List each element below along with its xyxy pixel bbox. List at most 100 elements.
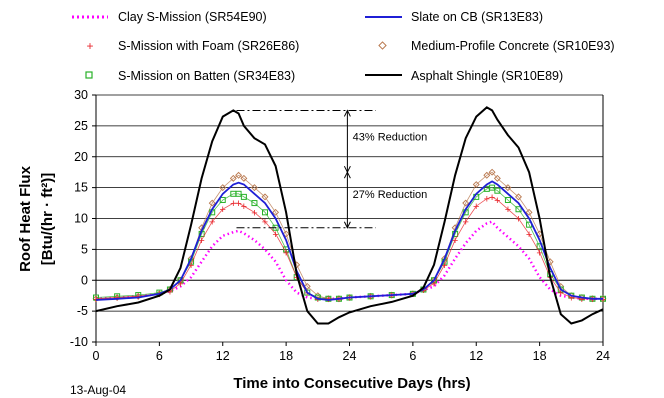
y-tick-label: 5 — [81, 242, 88, 256]
series-point — [240, 193, 247, 200]
x-tick-label: 6 — [409, 349, 416, 363]
series-point: + — [293, 272, 299, 284]
series-point — [250, 184, 258, 192]
series-point — [494, 187, 501, 194]
series-point — [367, 292, 375, 300]
arrow-head — [343, 221, 351, 229]
series-point — [515, 193, 522, 201]
y-tick-label: 15 — [74, 181, 88, 195]
series-point: + — [389, 290, 395, 302]
series-point — [504, 196, 511, 203]
series-point: + — [484, 194, 490, 206]
series-point: + — [230, 198, 236, 210]
series-point — [304, 289, 311, 296]
legend-entry-s-mission-batten: S-Mission on Batten (SR34E83) — [85, 69, 295, 83]
series-point — [93, 294, 99, 301]
x-tick-label: 0 — [93, 349, 100, 363]
legend-label: Medium-Profile Concrete (SR10E93) — [411, 39, 615, 53]
legend-label: S-Mission with Foam (SR26E86) — [118, 39, 299, 53]
series-point: + — [515, 214, 521, 226]
series-point: + — [367, 291, 373, 303]
series-point: + — [494, 195, 500, 207]
series-point: + — [505, 204, 511, 216]
series-point: + — [177, 278, 183, 290]
legend-entry-slate-on-cb: Slate on CB (SR13E83) — [365, 10, 543, 24]
series-point — [219, 184, 227, 192]
y-tick-label: 10 — [74, 212, 88, 226]
series-point: + — [167, 286, 173, 298]
series-point — [229, 174, 237, 182]
series-point — [272, 208, 280, 216]
series-point — [462, 199, 470, 207]
series-point — [235, 171, 243, 179]
legend-entry-clay-s-mission: Clay S-Mission (SR54E90) — [72, 10, 267, 24]
series-point — [240, 174, 248, 182]
series-point — [504, 184, 512, 192]
y-tick-label: 20 — [74, 150, 88, 164]
series-point: + — [209, 217, 215, 229]
series-point: + — [241, 201, 247, 213]
series-point: + — [568, 293, 574, 305]
series-point — [525, 208, 533, 216]
series-point — [493, 174, 501, 182]
series-point — [599, 295, 607, 303]
series-point: + — [526, 229, 532, 241]
series-point — [346, 294, 353, 302]
x-tick-label: 24 — [596, 349, 610, 363]
x-tick-label: 12 — [469, 349, 483, 363]
series-point: + — [473, 201, 479, 213]
series-point: + — [536, 247, 542, 259]
legend-label: S-Mission on Batten (SR34E83) — [118, 69, 295, 83]
series-point — [388, 291, 396, 299]
series-point: + — [431, 278, 437, 290]
series-point: + — [315, 294, 321, 306]
series-point — [262, 209, 268, 216]
y-tick-label: 30 — [74, 88, 88, 102]
series-point — [251, 200, 258, 207]
series-point — [261, 193, 269, 201]
series-point: + — [589, 294, 595, 306]
x-axis-title: Time into Consecutive Days (hrs) — [233, 375, 470, 392]
y-tick-label: -10 — [70, 335, 88, 349]
y-tick-label: -5 — [77, 304, 88, 318]
legend-entry-s-mission-foam: + S-Mission with Foam (SR26E86) — [86, 39, 299, 53]
series-line — [95, 180, 603, 301]
y-axis-title-line2: [Btu/(hr · ft²)] — [39, 173, 56, 265]
series-point: + — [441, 260, 447, 272]
legend-label: Asphalt Shingle (SR10E89) — [411, 69, 563, 83]
y-axis-ticks: 30 25 20 15 10 5 0 -5 -10 — [70, 88, 96, 349]
series-point: + — [235, 198, 241, 210]
series-point — [488, 168, 496, 176]
diamond-marker-icon — [378, 41, 387, 50]
series-point — [483, 171, 491, 179]
x-axis-ticks: 0 6 12 18 24 6 12 18 24 — [93, 342, 610, 363]
series-point — [489, 184, 496, 191]
series-point: + — [579, 294, 585, 306]
x-tick-label: 12 — [216, 349, 230, 363]
series-point — [235, 190, 242, 197]
legend: Clay S-Mission (SR54E90) Slate on CB (SR… — [72, 10, 615, 83]
series-group: + + + + ++++++++++++++++ + + + + + + ++++++++++++++… — [92, 106, 607, 325]
series-point: + — [420, 285, 426, 297]
y-tick-label: 25 — [74, 119, 88, 133]
series-point — [219, 196, 226, 203]
x-tick-label: 6 — [156, 349, 163, 363]
annotation-label: 43% Reduction — [353, 132, 428, 144]
annotation-label: 27% Reduction — [353, 189, 428, 201]
square-marker-icon — [85, 71, 93, 79]
plus-marker-icon: + — [86, 39, 93, 53]
date-label: 13-Aug-04 — [70, 383, 126, 397]
series-line — [95, 187, 603, 300]
series-point — [588, 295, 596, 303]
annotations-group: 43% Reduction 27% Reduction — [236, 109, 428, 229]
series-point: + — [198, 235, 204, 247]
x-tick-label: 18 — [279, 349, 293, 363]
y-tick-label: 0 — [81, 273, 88, 287]
series-point: + — [251, 207, 257, 219]
series-point: + — [489, 192, 495, 204]
series-point: + — [452, 235, 458, 247]
arrow-head — [343, 171, 351, 179]
series-line — [95, 106, 604, 325]
series-point — [335, 295, 343, 303]
